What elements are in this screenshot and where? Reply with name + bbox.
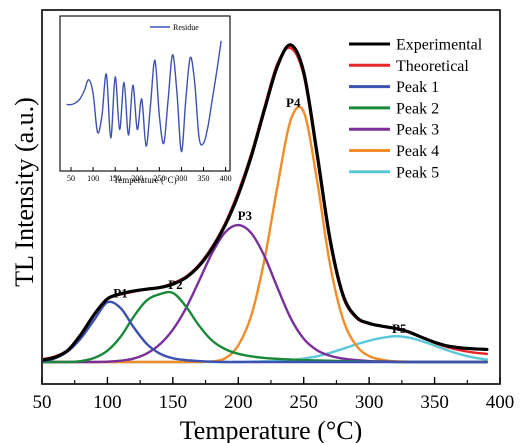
x-tick-label: 400	[486, 392, 515, 413]
inset-series-group	[66, 40, 222, 153]
legend-label-theoretical: Theoretical	[396, 58, 469, 75]
inset-frame	[59, 15, 231, 172]
legend-label-peak-1: Peak 1	[396, 79, 439, 96]
x-axis-label: Temperature (°C)	[180, 416, 363, 443]
inset-x-axis-label: Temperature (°C)	[113, 175, 176, 185]
y-axis-label: TL Intensity (a.u.)	[10, 97, 39, 287]
peak-label-p2: P2	[168, 277, 182, 292]
peak-label-p3: P3	[238, 208, 253, 223]
legend-label-peak-5: Peak 5	[396, 164, 439, 181]
x-tick-label: 200	[224, 392, 253, 413]
inset-x-tick-label: 100	[87, 174, 99, 183]
inset-x-tick-label: 350	[198, 174, 210, 183]
x-tick-label: 250	[289, 392, 318, 413]
legend-label-peak-3: Peak 3	[396, 122, 439, 139]
main-series-group	[43, 43, 489, 364]
inset-series-line-residue	[66, 40, 222, 153]
peak-labels: P1 P2 P3 P4 P5	[113, 95, 407, 336]
inset-legend: Residue	[150, 23, 199, 32]
inset-x-tick-label: 200	[131, 174, 143, 183]
legend-label-peak-4: Peak 4	[396, 143, 439, 160]
legend-label-peak-2: Peak 2	[396, 100, 439, 117]
inset-x-tick-label: 50	[67, 174, 75, 183]
peak-label-p1: P1	[113, 286, 127, 301]
series-line-peak-1	[43, 300, 489, 364]
peak-label-p4: P4	[286, 95, 301, 110]
legend-label-experimental: Experimental	[396, 37, 483, 54]
x-tick-label: 150	[159, 392, 188, 413]
inset-x-tick-label: 250	[153, 174, 165, 183]
inset-x-axis: 50 100 150 200 250 300 350 400	[67, 167, 232, 183]
x-tick-label: 50	[33, 392, 52, 413]
series-line-peak-3	[43, 223, 489, 364]
series-line-experimental	[43, 43, 489, 362]
inset-x-tick-label: 150	[109, 174, 121, 183]
inset-x-tick-label: 300	[175, 174, 187, 183]
main-x-axis: 50 100 150 200 250 300 350 400	[33, 377, 515, 413]
x-tick-label: 350	[420, 392, 449, 413]
inset-legend-label-residue: Residue	[173, 23, 199, 32]
peak-label-p5: P5	[392, 321, 407, 336]
inset-x-tick-label: 400	[220, 174, 232, 183]
x-tick-label: 100	[93, 392, 122, 413]
legend: Experimental Theoretical Peak 1 Peak 2 Peak …	[349, 37, 483, 181]
series-line-peak-5	[43, 335, 489, 364]
x-tick-label: 300	[355, 392, 384, 413]
